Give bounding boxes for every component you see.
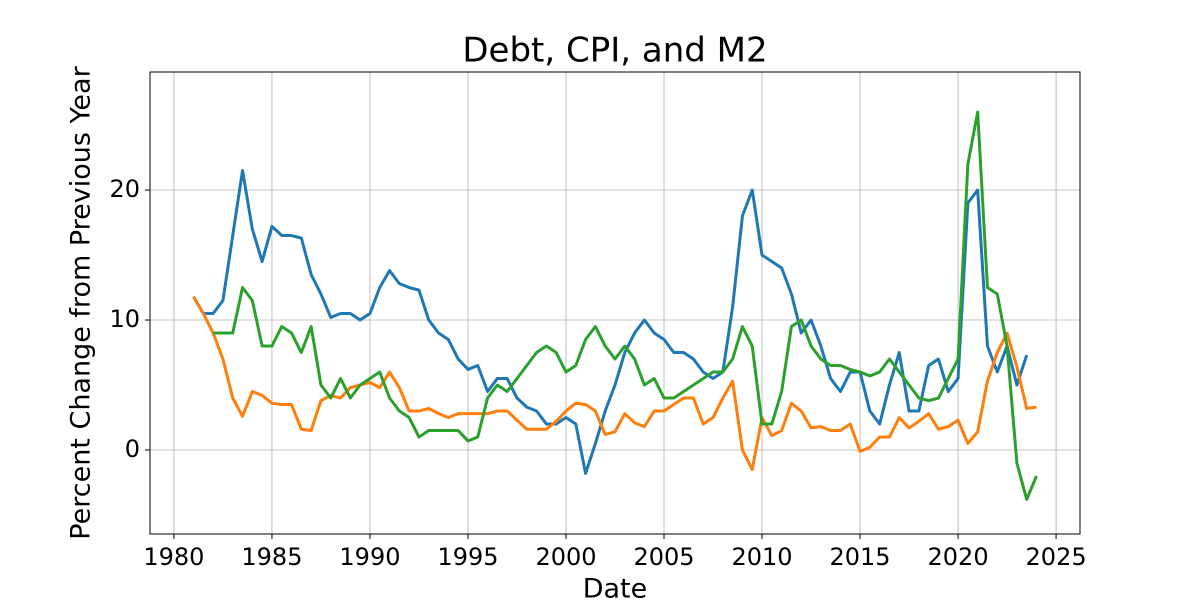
x-tick-label: 2005 [633, 543, 694, 571]
x-tick-label: 2025 [1026, 543, 1087, 571]
x-tick-label: 1980 [143, 543, 204, 571]
y-tick-label: 10 [109, 305, 140, 333]
y-axis-label: Percent Change from Previous Year [66, 65, 97, 539]
x-tick-label: 1995 [437, 543, 498, 571]
y-tick-label: 0 [125, 435, 140, 463]
line [192, 295, 1037, 472]
line [192, 169, 1029, 475]
x-tick-label: 2010 [731, 543, 792, 571]
line [213, 110, 1038, 501]
y-tick-label: 20 [109, 175, 140, 203]
x-tick-label: 2020 [928, 543, 989, 571]
x-axis-label: Date [583, 574, 648, 600]
chart-title: Debt, CPI, and M2 [462, 31, 767, 71]
x-tick-label: 2015 [830, 543, 891, 571]
x-tick-label: 1985 [241, 543, 302, 571]
x-tick-label: 2000 [535, 543, 596, 571]
plot-frame [149, 71, 1081, 535]
x-tick-label: 1990 [339, 543, 400, 571]
